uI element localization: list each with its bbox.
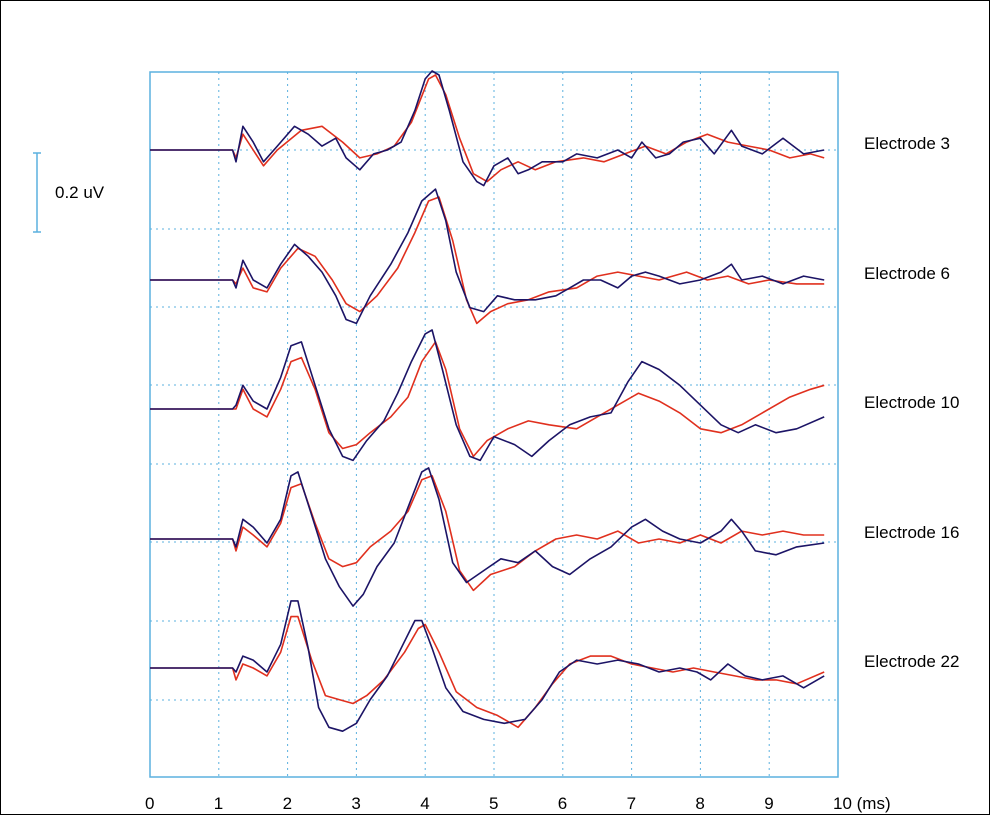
- electrode-label: Electrode 16: [864, 523, 959, 542]
- trace-series-b: [150, 196, 825, 325]
- x-tick-label: 0: [145, 794, 154, 813]
- plot-area-border: [149, 71, 839, 778]
- x-tick-label: 6: [558, 794, 567, 813]
- trace-series-a: [150, 188, 825, 325]
- amplitude-scale-bar: 0.2 uV: [33, 152, 105, 233]
- trace-series-b: [150, 474, 825, 592]
- x-tick-label: 8: [695, 794, 704, 813]
- x-tick-label: 4: [420, 794, 429, 813]
- trace-series-a: [150, 70, 825, 187]
- electrode-label: Electrode 22: [864, 652, 959, 671]
- scale-bar-label: 0.2 uV: [55, 183, 105, 202]
- trace-series-a: [150, 467, 825, 607]
- electrode-labels: Electrode 3 Electrode 6 Electrode 10 Electr…: [864, 134, 959, 671]
- trace-series-b: [150, 341, 825, 458]
- trace-series-a: [150, 600, 825, 733]
- x-tick-label: 2: [283, 794, 292, 813]
- grid: [150, 72, 838, 777]
- x-axis-tick-labels: 0 1 2 3 4 5 6 7 8 9 10 (ms): [145, 794, 891, 813]
- trace-series-a: [150, 329, 825, 462]
- x-tick-label: 10 (ms): [833, 794, 891, 813]
- electrode-label: Electrode 3: [864, 134, 950, 153]
- trace-series-b: [150, 74, 825, 183]
- trace-series-b: [150, 615, 825, 729]
- x-tick-label: 9: [764, 794, 773, 813]
- electrode-label: Electrode 6: [864, 264, 950, 283]
- traces: [150, 70, 825, 733]
- x-tick-label: 7: [627, 794, 636, 813]
- electrode-label: Electrode 10: [864, 393, 959, 412]
- x-tick-label: 5: [489, 794, 498, 813]
- x-tick-label: 3: [351, 794, 360, 813]
- x-tick-label: 1: [214, 794, 223, 813]
